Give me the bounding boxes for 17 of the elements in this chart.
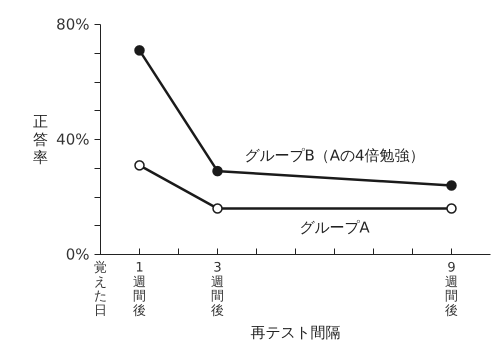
y-tick-label: 40% [56, 130, 90, 148]
point [212, 203, 223, 214]
x-tick-label: 9週間後 [445, 260, 458, 318]
point [134, 160, 145, 171]
x-axis-title: 再テスト間隔 [250, 323, 340, 342]
x-tick-label: 1週間後 [133, 260, 146, 318]
point [446, 203, 457, 214]
y-tick-label: 0% [66, 246, 90, 264]
point [446, 180, 457, 191]
series-label: グループA [299, 218, 370, 236]
point [212, 166, 223, 176]
y-axis-title: 正答率 [33, 112, 48, 166]
series-label: グループB（Aの4倍勉強） [244, 146, 425, 164]
x-tick-label: 覚えた日 [94, 260, 107, 318]
x-tick-label: 3週間後 [211, 260, 224, 318]
point [134, 45, 145, 56]
y-tick-label: 80% [56, 16, 90, 34]
